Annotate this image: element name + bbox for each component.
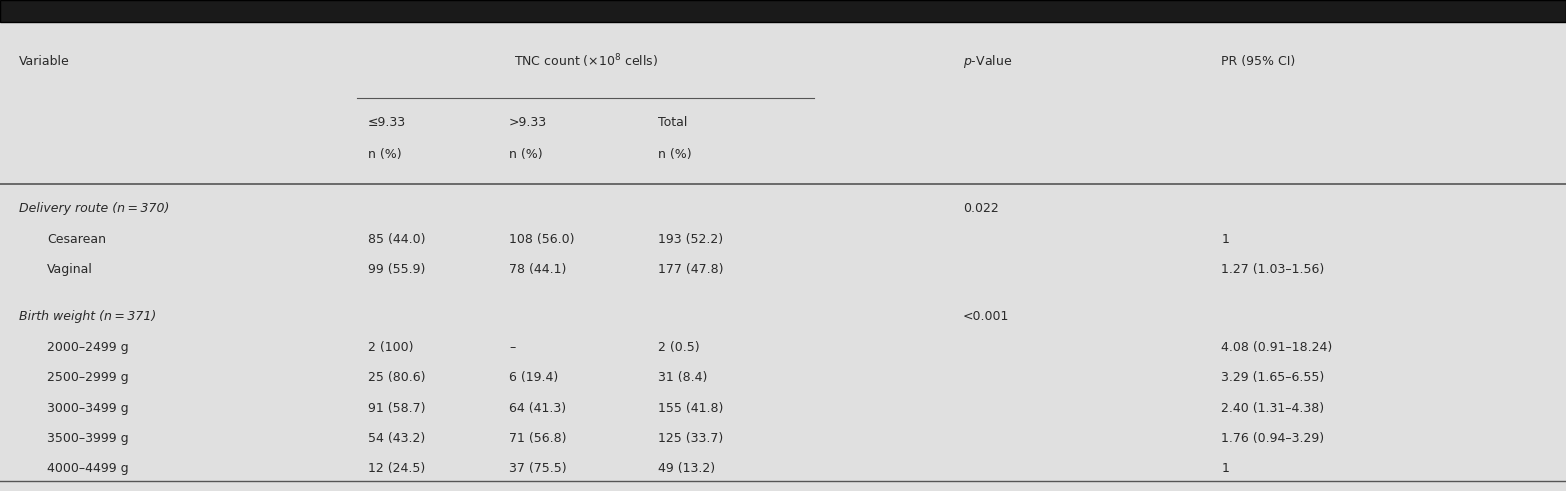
Text: 78 (44.1): 78 (44.1) [509, 263, 567, 276]
Text: Variable: Variable [19, 55, 69, 68]
Text: 3.29 (1.65–6.55): 3.29 (1.65–6.55) [1221, 371, 1325, 384]
Text: 4000–4499 g: 4000–4499 g [47, 463, 128, 475]
Text: 4.08 (0.91–18.24): 4.08 (0.91–18.24) [1221, 341, 1333, 354]
Text: Birth weight (n = 371): Birth weight (n = 371) [19, 310, 157, 323]
Text: 25 (80.6): 25 (80.6) [368, 371, 426, 384]
Text: 1: 1 [1221, 463, 1229, 475]
Text: 108 (56.0): 108 (56.0) [509, 233, 575, 246]
Text: 91 (58.7): 91 (58.7) [368, 402, 426, 414]
Text: 85 (44.0): 85 (44.0) [368, 233, 426, 246]
FancyBboxPatch shape [0, 0, 1566, 22]
Text: 31 (8.4): 31 (8.4) [658, 371, 708, 384]
Text: 2 (0.5): 2 (0.5) [658, 341, 700, 354]
Text: 2000–2499 g: 2000–2499 g [47, 341, 128, 354]
Text: PR (95% CI): PR (95% CI) [1221, 55, 1295, 68]
Text: 2 (100): 2 (100) [368, 341, 413, 354]
Text: 0.022: 0.022 [963, 202, 999, 215]
Text: 1.27 (1.03–1.56): 1.27 (1.03–1.56) [1221, 263, 1325, 276]
Text: Cesarean: Cesarean [47, 233, 106, 246]
Text: n (%): n (%) [658, 148, 691, 161]
Text: Delivery route (n = 370): Delivery route (n = 370) [19, 202, 169, 215]
Text: –: – [509, 341, 515, 354]
Text: 2500–2999 g: 2500–2999 g [47, 371, 128, 384]
Text: 193 (52.2): 193 (52.2) [658, 233, 723, 246]
Text: n (%): n (%) [509, 148, 542, 161]
Text: 1.76 (0.94–3.29): 1.76 (0.94–3.29) [1221, 432, 1325, 445]
Text: 64 (41.3): 64 (41.3) [509, 402, 565, 414]
Text: 6 (19.4): 6 (19.4) [509, 371, 557, 384]
Text: 3000–3499 g: 3000–3499 g [47, 402, 128, 414]
Text: >9.33: >9.33 [509, 116, 547, 129]
Text: <0.001: <0.001 [963, 310, 1010, 323]
Text: $p$-Value: $p$-Value [963, 53, 1012, 70]
Text: 3500–3999 g: 3500–3999 g [47, 432, 128, 445]
Text: 49 (13.2): 49 (13.2) [658, 463, 714, 475]
Text: ≤9.33: ≤9.33 [368, 116, 406, 129]
Text: 54 (43.2): 54 (43.2) [368, 432, 426, 445]
Text: 71 (56.8): 71 (56.8) [509, 432, 567, 445]
Text: 155 (41.8): 155 (41.8) [658, 402, 723, 414]
Text: TNC count ($\times$10$^{8}$ cells): TNC count ($\times$10$^{8}$ cells) [514, 53, 658, 70]
Text: 12 (24.5): 12 (24.5) [368, 463, 426, 475]
Text: 99 (55.9): 99 (55.9) [368, 263, 426, 276]
Text: 37 (75.5): 37 (75.5) [509, 463, 567, 475]
Text: Total: Total [658, 116, 687, 129]
Text: 177 (47.8): 177 (47.8) [658, 263, 723, 276]
Text: 1: 1 [1221, 233, 1229, 246]
Text: 2.40 (1.31–4.38): 2.40 (1.31–4.38) [1221, 402, 1325, 414]
Text: Vaginal: Vaginal [47, 263, 92, 276]
Text: n (%): n (%) [368, 148, 401, 161]
Text: 125 (33.7): 125 (33.7) [658, 432, 723, 445]
